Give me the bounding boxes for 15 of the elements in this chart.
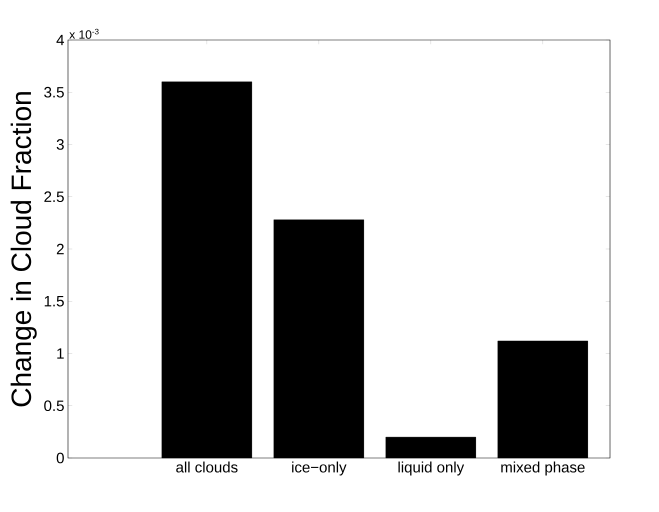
- y-axis-title: Change in Cloud Fraction: [10, 92, 37, 406]
- x-tick-label: all clouds: [176, 462, 238, 473]
- y-tick-label: 2: [56, 244, 64, 254]
- x-tick-label: ice−only: [292, 462, 347, 476]
- y-tick-label: 0: [56, 452, 64, 464]
- x-tick-label: mixed phase: [501, 462, 585, 476]
- y-tick-label: 4: [56, 34, 64, 46]
- y-tick-label: 1: [57, 348, 64, 359]
- y-tick-label: 1.5: [44, 296, 64, 306]
- y-tick-label: 2.5: [44, 191, 64, 202]
- text: x 10$^{-3}$: [69, 28, 99, 39]
- y-tick-label: 3: [56, 139, 64, 150]
- x-tick-label: liquid only: [398, 462, 464, 476]
- y-tick-label: 3.5: [44, 86, 64, 98]
- y-tick-label: 0.5: [44, 400, 64, 412]
